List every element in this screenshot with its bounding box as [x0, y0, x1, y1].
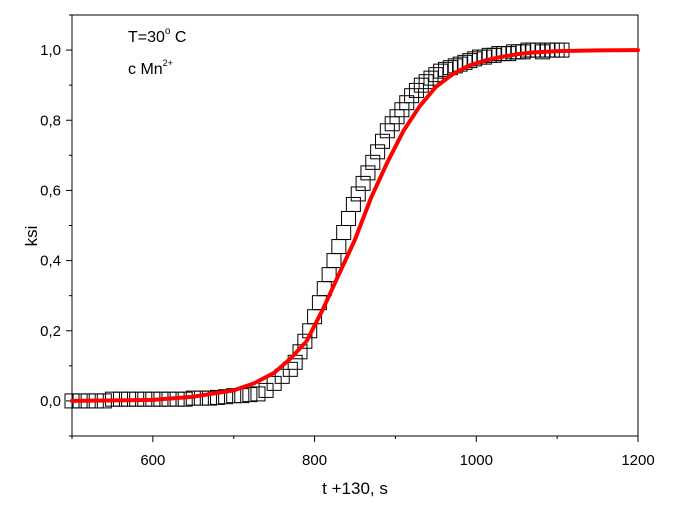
- data-point: [355, 175, 371, 191]
- data-point: [210, 389, 226, 405]
- annotation-ion-text: c Mn: [128, 61, 163, 78]
- data-point: [201, 390, 217, 406]
- y-tick-label: 0,4: [40, 253, 61, 270]
- fit-line: [70, 48, 640, 403]
- data-point: [321, 267, 337, 283]
- data-point: [341, 210, 357, 226]
- annotation-temperature-unit: C: [170, 29, 186, 46]
- annotation-ion: c Mn2+: [128, 58, 173, 78]
- data-point: [292, 344, 308, 360]
- data-point: [433, 63, 449, 79]
- data-point: [462, 53, 478, 69]
- data-point: [365, 154, 381, 170]
- data-markers: [64, 42, 570, 409]
- data-point: [326, 253, 342, 269]
- data-point: [331, 239, 347, 255]
- data-point: [408, 82, 424, 98]
- data-point: [345, 196, 361, 212]
- data-point: [370, 144, 386, 160]
- data-point: [374, 133, 390, 149]
- data-point: [360, 165, 376, 181]
- x-tick-label: 1000: [460, 452, 493, 469]
- x-tick-label: 1200: [621, 452, 654, 469]
- data-point: [428, 67, 444, 83]
- y-tick-label: 0,6: [40, 182, 61, 199]
- data-point: [350, 186, 366, 202]
- axes: 600 800 1000 1200 0,0 0,2 0,4 0,6 0,8 1,0: [40, 14, 655, 469]
- annotation-ion-charge: 2+: [163, 58, 173, 68]
- data-point: [250, 386, 266, 402]
- y-axis-label: ksi: [22, 226, 41, 247]
- x-tick-label: 800: [302, 452, 327, 469]
- x-tick-label: 600: [140, 452, 165, 469]
- annotation-temperature-text: T=30: [128, 29, 165, 46]
- x-axis-label: t +130, s: [322, 479, 388, 498]
- annotation-temperature: T=30o C: [128, 26, 186, 46]
- data-point: [297, 333, 313, 349]
- data-point: [336, 225, 352, 241]
- y-tick-label: 0,8: [40, 112, 61, 129]
- fit-line-group: [70, 48, 640, 403]
- y-tick-label: 0,2: [40, 323, 61, 340]
- data-point: [438, 61, 454, 77]
- data-point: [404, 88, 420, 104]
- annotation-degree-sign: o: [165, 26, 171, 37]
- y-tick-label: 1,0: [40, 42, 61, 59]
- y-tick-label: 0,0: [40, 393, 61, 410]
- data-point: [242, 387, 258, 403]
